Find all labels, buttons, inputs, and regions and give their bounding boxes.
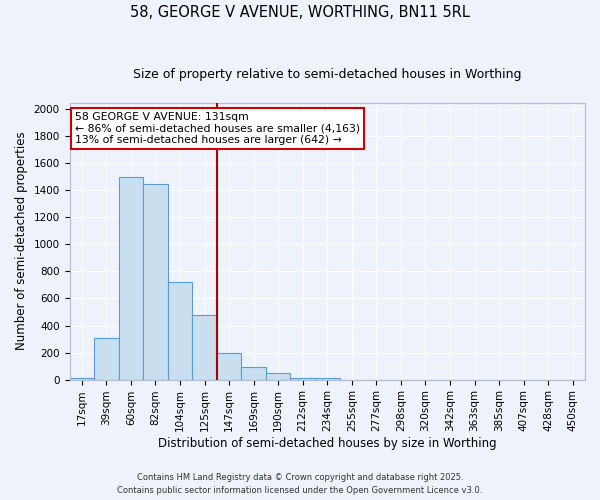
Bar [217, 352, 241, 380]
Bar [168, 282, 192, 380]
Text: 58, GEORGE V AVENUE, WORTHING, BN11 5RL: 58, GEORGE V AVENUE, WORTHING, BN11 5RL [130, 5, 470, 20]
Bar [315, 378, 340, 380]
Text: 58 GEORGE V AVENUE: 131sqm
← 86% of semi-detached houses are smaller (4,163)
13%: 58 GEORGE V AVENUE: 131sqm ← 86% of semi… [74, 112, 360, 146]
Bar [266, 373, 290, 380]
Bar [143, 184, 168, 380]
Bar [290, 378, 315, 380]
Bar [241, 368, 266, 380]
X-axis label: Distribution of semi-detached houses by size in Worthing: Distribution of semi-detached houses by … [158, 437, 497, 450]
Bar [70, 378, 94, 380]
Text: Contains HM Land Registry data © Crown copyright and database right 2025.
Contai: Contains HM Land Registry data © Crown c… [118, 474, 482, 495]
Bar [119, 177, 143, 380]
Title: Size of property relative to semi-detached houses in Worthing: Size of property relative to semi-detach… [133, 68, 521, 80]
Y-axis label: Number of semi-detached properties: Number of semi-detached properties [15, 132, 28, 350]
Bar [192, 314, 217, 380]
Bar [94, 338, 119, 380]
